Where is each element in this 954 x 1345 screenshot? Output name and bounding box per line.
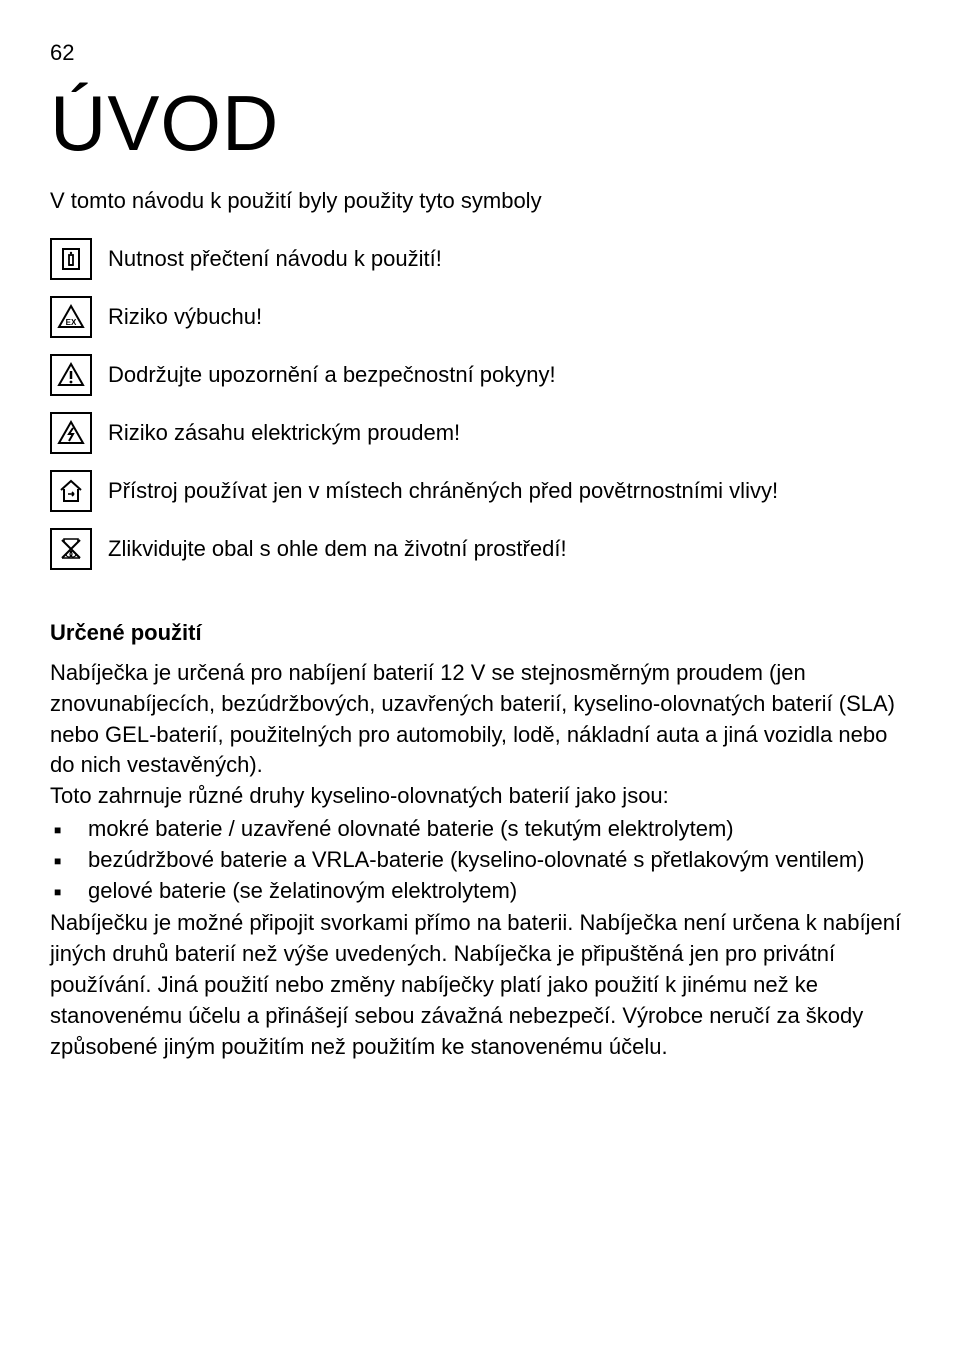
page-number: 62 xyxy=(50,40,904,66)
symbol-row: EX Riziko výbuchu! xyxy=(50,296,904,338)
symbol-label: Dodržujte upozornění a bezpečnostní poky… xyxy=(108,354,556,390)
page-title: ÚVOD xyxy=(50,84,904,162)
list-item: mokré baterie / uzavřené olovnaté bateri… xyxy=(78,814,904,845)
paragraph: Nabíječka je určená pro nabíjení baterií… xyxy=(50,658,904,781)
svg-text:EX: EX xyxy=(66,318,77,327)
indoor-icon xyxy=(50,470,92,512)
symbol-label: Nutnost přečtení návodu k použití! xyxy=(108,238,442,274)
manual-icon xyxy=(50,238,92,280)
symbol-label: Riziko výbuchu! xyxy=(108,296,262,332)
symbol-list: Nutnost přečtení návodu k použití! EX Ri… xyxy=(50,238,904,570)
explosion-icon: EX xyxy=(50,296,92,338)
intro-text: V tomto návodu k použití byly použity ty… xyxy=(50,188,904,214)
list-item: bezúdržbové baterie a VRLA-baterie (kyse… xyxy=(78,845,904,876)
symbol-row: Nutnost přečtení návodu k použití! xyxy=(50,238,904,280)
symbol-row: Zlikvidujte obal s ohle dem na životní p… xyxy=(50,528,904,570)
paragraph: Toto zahrnuje různé druhy kyselino-olovn… xyxy=(50,781,904,812)
symbol-row: Přístroj používat jen v místech chráněný… xyxy=(50,470,904,512)
paragraph: Nabíječku je možné připojit svorkami pří… xyxy=(50,908,904,1062)
symbol-label: Přístroj používat jen v místech chráněný… xyxy=(108,470,778,506)
symbol-row: Riziko zásahu elektrickým proudem! xyxy=(50,412,904,454)
warning-icon xyxy=(50,354,92,396)
symbol-row: Dodržujte upozornění a bezpečnostní poky… xyxy=(50,354,904,396)
symbol-label: Zlikvidujte obal s ohle dem na životní p… xyxy=(108,528,567,564)
symbol-label: Riziko zásahu elektrickým proudem! xyxy=(108,412,460,448)
section-heading: Určené použití xyxy=(50,620,904,646)
electric-icon xyxy=(50,412,92,454)
list-item: gelové baterie (se želatinovým elektroly… xyxy=(78,876,904,907)
bullet-list: mokré baterie / uzavřené olovnaté bateri… xyxy=(50,814,904,906)
recycle-icon xyxy=(50,528,92,570)
